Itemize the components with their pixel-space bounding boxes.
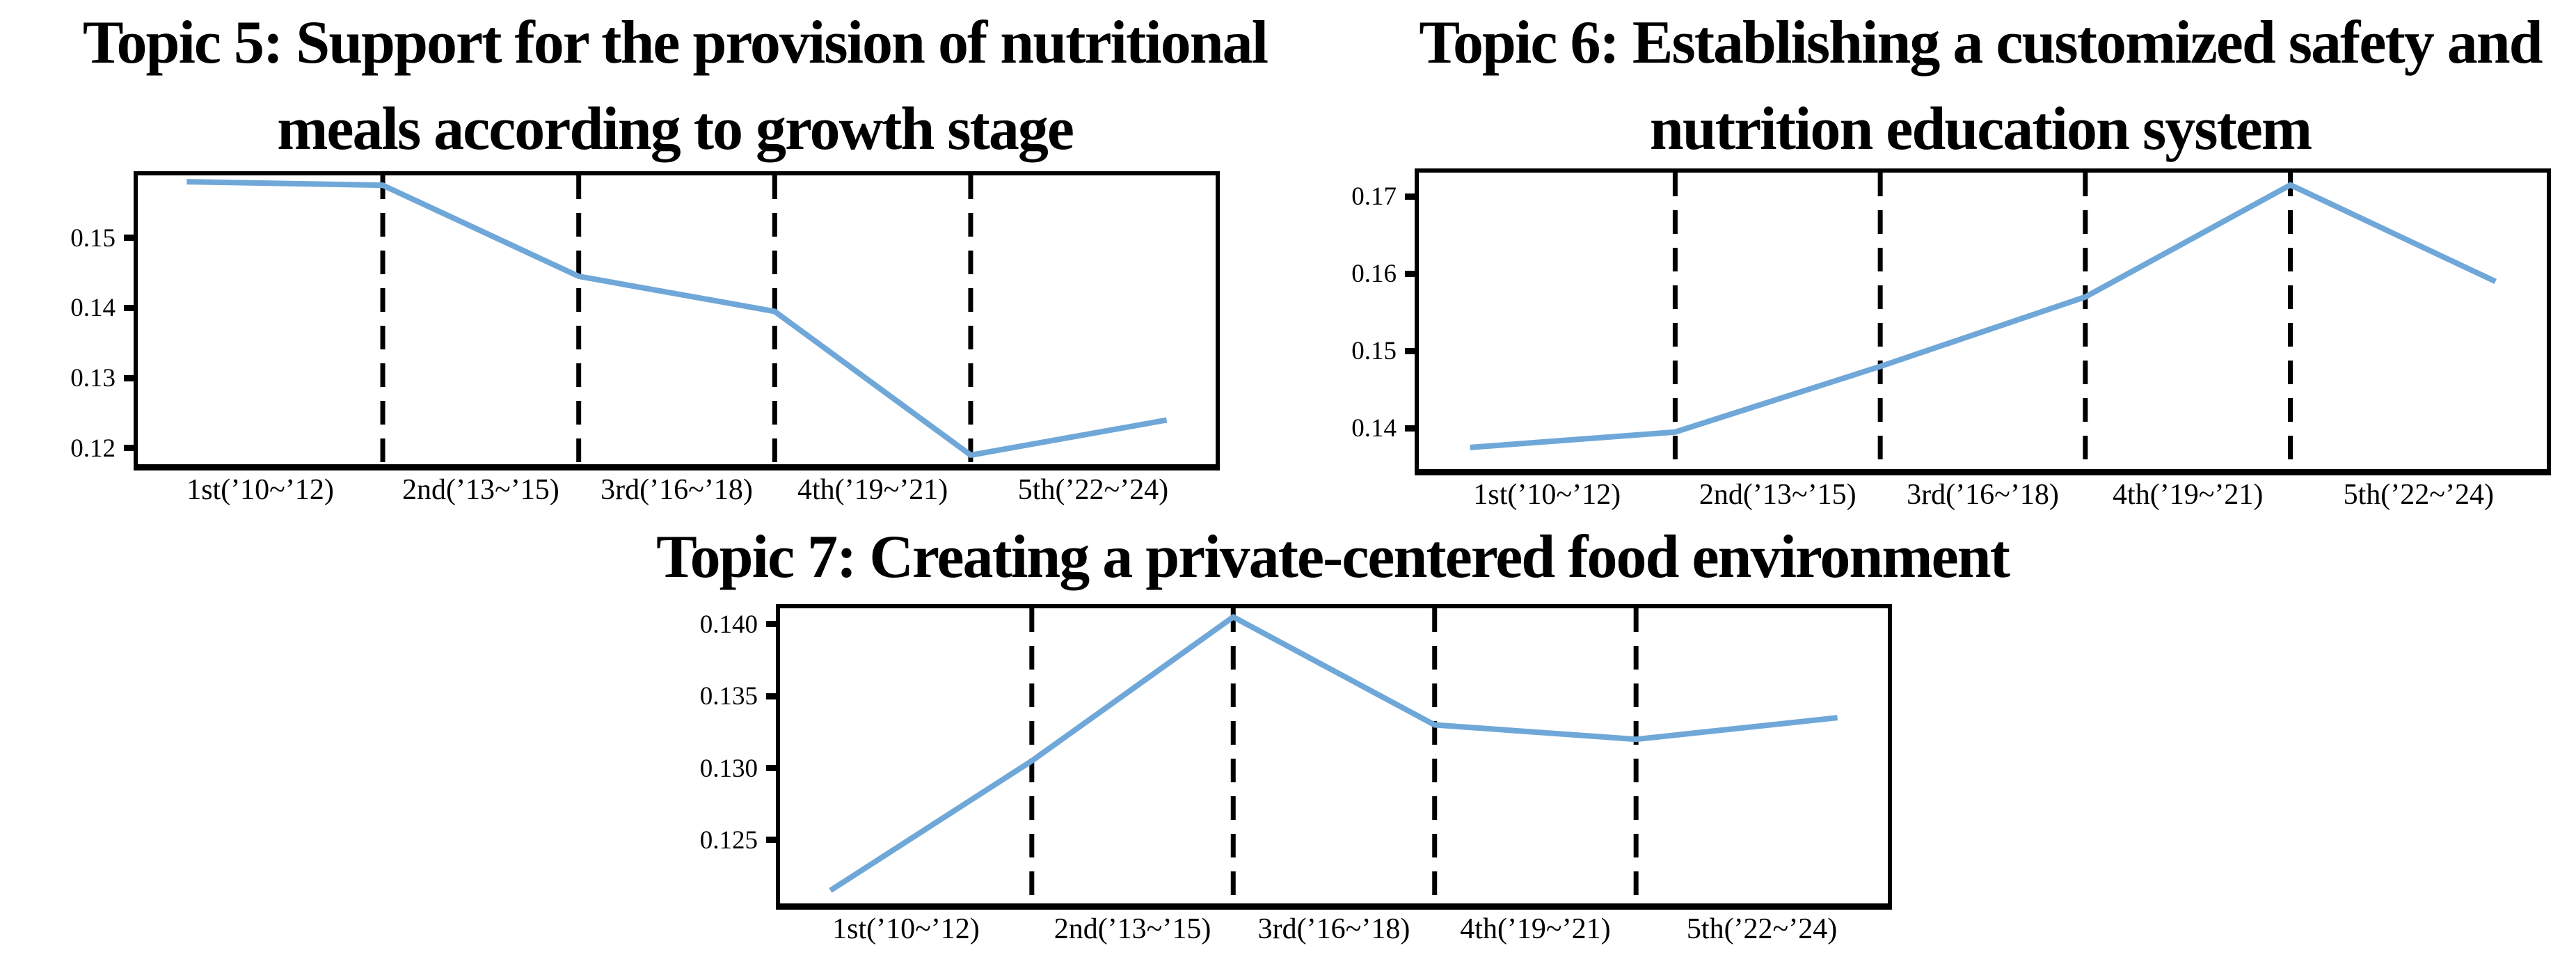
x-axis-period-label: 3rd(’16~’18): [1257, 913, 1410, 945]
y-axis-tick-mark: [124, 445, 134, 452]
y-axis-tick-label: 0.16: [1351, 260, 1397, 289]
y-axis-tick-mark: [766, 837, 776, 844]
y-axis-tick-label: 0.135: [699, 682, 758, 711]
x-axis-period-label: 5th(’22~’24): [1686, 913, 1838, 945]
x-axis-period-label: 5th(’22~’24): [1017, 474, 1169, 506]
y-axis-tick-label: 0.140: [699, 610, 758, 639]
x-axis-period-label: 1st(’10~’12): [186, 474, 334, 506]
chart-title: Topic 5: Support for the provision of nu…: [31, 0, 1319, 173]
y-axis-tick-mark: [1405, 193, 1415, 200]
y-axis-tick-mark: [124, 374, 134, 381]
y-axis-tick-mark: [1405, 270, 1415, 277]
plot-area: 0.15 0.14 0.13 0.12 1st(’10~’12) 2nd(’13~’15)…: [70, 171, 1220, 506]
x-axis-period-label: 2nd(’13~’15): [402, 474, 559, 506]
chart-title-line: Topic 6: Establishing a customized safet…: [1419, 9, 2543, 77]
chart-title: Topic 6: Establishing a customized safet…: [1337, 0, 2576, 173]
trend-line: [1470, 182, 2497, 450]
y-axis-tick-mark: [766, 765, 776, 772]
x-axis-period-label: 1st(’10~’12): [832, 913, 980, 945]
y-axis-tick-mark: [1405, 425, 1415, 432]
line-plot: [829, 608, 1838, 903]
y-axis-tick-label: 0.13: [70, 364, 116, 393]
trend-line: [829, 614, 1838, 893]
chart-title: Topic 7: Creating a private-centered foo…: [637, 514, 2028, 601]
x-axis-period-label: 3rd(’16~’18): [601, 474, 753, 506]
trend-line: [186, 179, 1168, 458]
x-axis-period-label: 2nd(’13~’15): [1699, 479, 1857, 511]
y-axis-tick-label: 0.17: [1351, 182, 1397, 212]
y-axis-tick-label: 0.125: [699, 825, 758, 855]
x-axis-period-label: 3rd(’16~’18): [1907, 479, 2059, 511]
y-axis-tick-label: 0.12: [70, 434, 116, 463]
x-axis-period-label: 1st(’10~’12): [1473, 479, 1621, 511]
y-axis-tick-mark: [766, 693, 776, 699]
chart-title-line: Topic 5: Support for the provision of nu…: [82, 9, 1269, 77]
line-plot: [1470, 173, 2497, 469]
plot-area: 0.17 0.16 0.15 0.14 1st(’10~’12) 2nd(’13~’15)…: [1351, 168, 2551, 511]
x-axis-period-label: 2nd(’13~’15): [1054, 913, 1211, 945]
y-axis-tick-label: 0.15: [70, 223, 116, 253]
y-axis-tick-label: 0.14: [1351, 414, 1397, 443]
y-axis-tick-label: 0.14: [70, 294, 116, 323]
y-axis-tick-mark: [766, 621, 776, 628]
x-axis-period-label: 4th(’19~’21): [1460, 913, 1611, 945]
y-axis-tick-mark: [124, 304, 134, 311]
x-axis-period-label: 4th(’19~’21): [2113, 479, 2264, 511]
chart-title-line: Topic 7: Creating a private-centered foo…: [656, 523, 2010, 591]
plot-area: 0.140 0.135 0.130 0.125 1st(’10~’12) 2nd(’13~…: [700, 604, 1892, 945]
y-axis-tick-mark: [1405, 347, 1415, 354]
chart-title-line: nutrition education system: [1649, 95, 2312, 163]
line-plot: [186, 175, 1168, 464]
y-axis-tick-mark: [124, 235, 134, 242]
y-axis-tick-label: 0.15: [1351, 337, 1397, 366]
x-axis-period-label: 5th(’22~’24): [2343, 479, 2494, 511]
y-axis-tick-label: 0.130: [699, 754, 758, 783]
x-axis-period-label: 4th(’19~’21): [797, 474, 948, 506]
chart-title-line: meals according to growth stage: [277, 95, 1074, 163]
